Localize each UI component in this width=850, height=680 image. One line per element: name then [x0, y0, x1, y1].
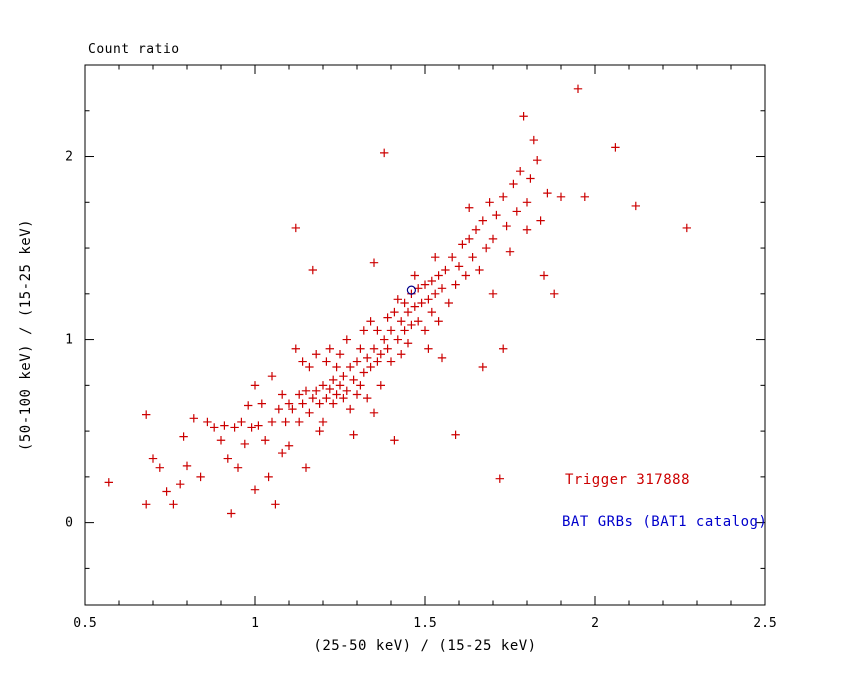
x-axis-ticks [84, 65, 766, 605]
y-tick-label: 2 [65, 150, 73, 165]
y-axis-label: (50-100 keV) / (15-25 keV) [18, 218, 34, 452]
x-tick-label: 2.5 [753, 616, 776, 631]
x-tick-label: 1 [251, 616, 259, 631]
legend-catalog-label: BAT GRBs (BAT1 catalog) [562, 514, 768, 530]
x-tick-labels: 0.5 1 1.5 2 2.5 [73, 616, 776, 631]
x-tick-label: 2 [591, 616, 599, 631]
trigger-marker [406, 285, 416, 295]
y-tick-label: 0 [65, 516, 73, 531]
chart-title: Count ratio [88, 42, 180, 57]
y-axis-ticks [85, 64, 765, 569]
grb-data-points [104, 84, 691, 518]
y-tick-labels: 0 1 2 [65, 150, 73, 531]
y-tick-label: 1 [65, 333, 73, 348]
legend-trigger-label: Trigger 317888 [565, 472, 691, 488]
x-axis-label: (25-50 keV) / (15-25 keV) [313, 638, 537, 654]
x-tick-label: 0.5 [73, 616, 96, 631]
x-tick-label: 1.5 [413, 616, 436, 631]
